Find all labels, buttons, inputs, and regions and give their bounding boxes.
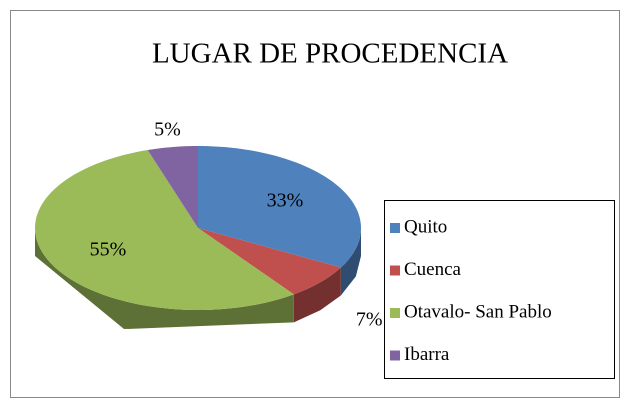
legend-label: Quito	[404, 216, 447, 237]
pie-side	[340, 228, 361, 296]
legend-swatch	[390, 265, 400, 276]
legend-swatch	[390, 308, 400, 318]
data-label: 33%	[267, 190, 304, 212]
data-label: 5%	[154, 118, 181, 140]
pie-side	[35, 228, 294, 330]
legend-swatch	[390, 223, 400, 233]
pie-slice	[147, 146, 198, 228]
pie-slice	[198, 228, 341, 295]
pie-slice	[35, 150, 294, 310]
pie-slice	[198, 146, 361, 268]
pie-side	[293, 267, 341, 323]
legend-label: Ibarra	[404, 344, 450, 365]
legend-box	[384, 200, 615, 379]
data-label: 55%	[90, 239, 127, 261]
legend-label: Otavalo- San Pablo	[404, 301, 552, 322]
legend-swatch	[390, 350, 400, 361]
legend-label: Cuenca	[404, 259, 462, 280]
data-label: 7%	[356, 308, 383, 330]
chart-title: LUGAR DE PROCEDENCIA	[152, 38, 508, 70]
